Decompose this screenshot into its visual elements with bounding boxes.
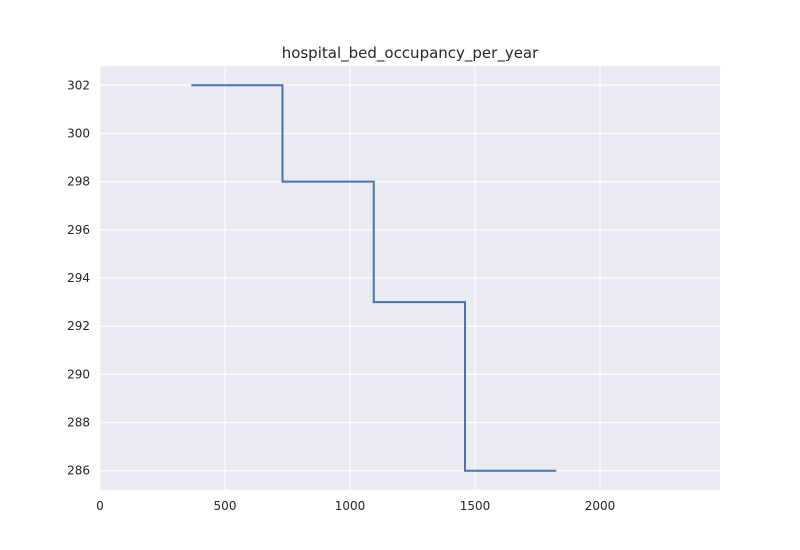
- y-tick-label: 288: [67, 416, 90, 430]
- series-step-line: [191, 84, 557, 472]
- x-axis-ticks: 0 500 1000 1500 2000: [96, 499, 615, 513]
- x-tick-label: 0: [96, 499, 104, 513]
- y-axis-ticks: 286 288 290 292 294 296 298 300 302: [67, 78, 90, 477]
- grid-lines: [99, 66, 720, 490]
- y-tick-label: 300: [67, 126, 90, 140]
- x-tick-label: 1500: [460, 499, 491, 513]
- y-tick-label: 302: [67, 78, 90, 92]
- chart-title: hospital_bed_occupancy_per_year: [282, 44, 539, 63]
- y-tick-label: 286: [67, 464, 90, 478]
- y-tick-label: 292: [67, 319, 90, 333]
- x-tick-label: 1000: [335, 499, 366, 513]
- y-tick-label: 290: [67, 367, 90, 381]
- y-tick-label: 294: [67, 271, 90, 285]
- x-tick-label: 500: [214, 499, 237, 513]
- series-group: [191, 84, 557, 472]
- y-tick-label: 296: [67, 223, 90, 237]
- y-tick-label: 298: [67, 175, 90, 189]
- x-tick-label: 2000: [585, 499, 616, 513]
